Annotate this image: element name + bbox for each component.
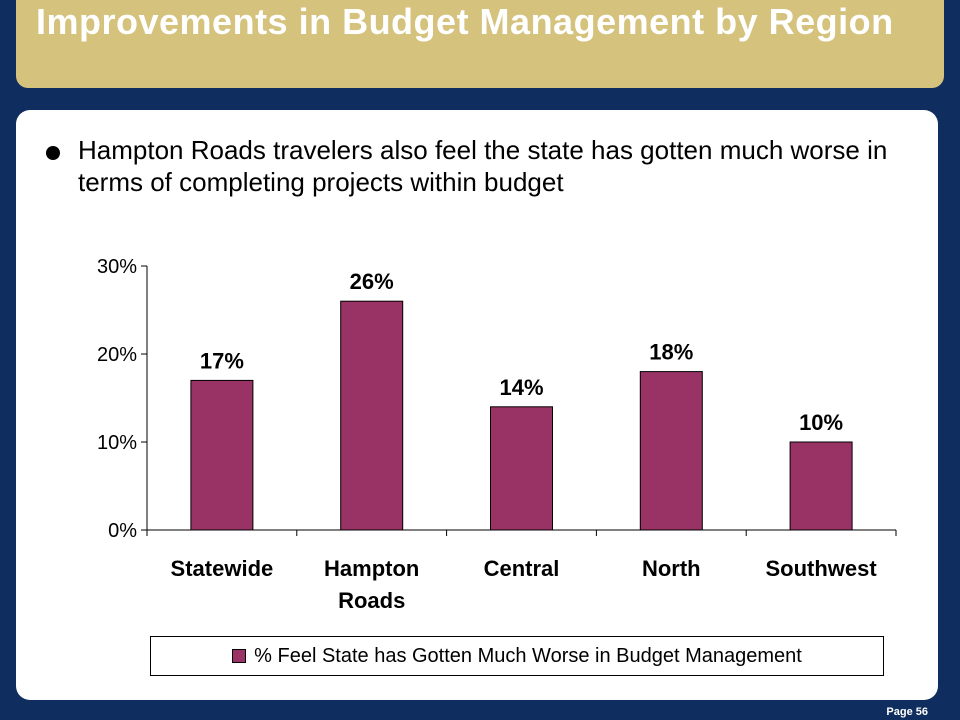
x-category-label-line: Hampton xyxy=(324,556,419,581)
x-category-label: Statewide xyxy=(171,556,274,581)
data-label: 10% xyxy=(799,410,843,435)
y-tick-label: 20% xyxy=(97,344,137,366)
data-label: 18% xyxy=(649,340,693,365)
x-category-label-line: Central xyxy=(484,556,560,581)
bullet-row: Hampton Roads travelers also feel the st… xyxy=(46,134,916,198)
bar xyxy=(789,441,853,531)
y-tick-label: 30% xyxy=(97,256,137,278)
x-category-label-line: Southwest xyxy=(765,556,877,581)
x-category-label: Southwest xyxy=(765,556,877,581)
x-category-label: Central xyxy=(484,556,560,581)
data-label: 17% xyxy=(200,348,244,373)
data-label: 26% xyxy=(350,269,394,294)
y-tick-label: 10% xyxy=(97,432,137,454)
data-label: 14% xyxy=(499,375,543,400)
legend-label: % Feel State has Gotten Much Worse in Bu… xyxy=(254,644,802,667)
bar xyxy=(490,406,553,531)
bar xyxy=(340,300,404,531)
x-category-label-line: Statewide xyxy=(171,556,274,581)
slide-title: Improvements in Budget Management by Reg… xyxy=(36,1,894,42)
x-category-label-line: North xyxy=(642,556,701,581)
bullet-text: Hampton Roads travelers also feel the st… xyxy=(78,135,888,197)
bar xyxy=(190,379,254,531)
content-panel: Hampton Roads travelers also feel the st… xyxy=(16,110,938,700)
x-category-label: North xyxy=(642,556,701,581)
bar-chart: 0% 10% 20% 30% 17% Statewide 26% Hampton Roads 14… xyxy=(97,256,897,613)
x-category-label-line: Roads xyxy=(338,588,405,613)
bar xyxy=(639,371,703,531)
chart-legend: % Feel State has Gotten Much Worse in Bu… xyxy=(150,636,884,676)
bullet-icon xyxy=(46,146,60,160)
title-bar: Improvements in Budget Management by Reg… xyxy=(16,0,944,88)
y-tick-label: 0% xyxy=(108,520,137,542)
x-category-label: Hampton Roads xyxy=(324,556,419,613)
legend-swatch xyxy=(232,649,247,663)
page-number: Page 56 xyxy=(886,706,928,718)
